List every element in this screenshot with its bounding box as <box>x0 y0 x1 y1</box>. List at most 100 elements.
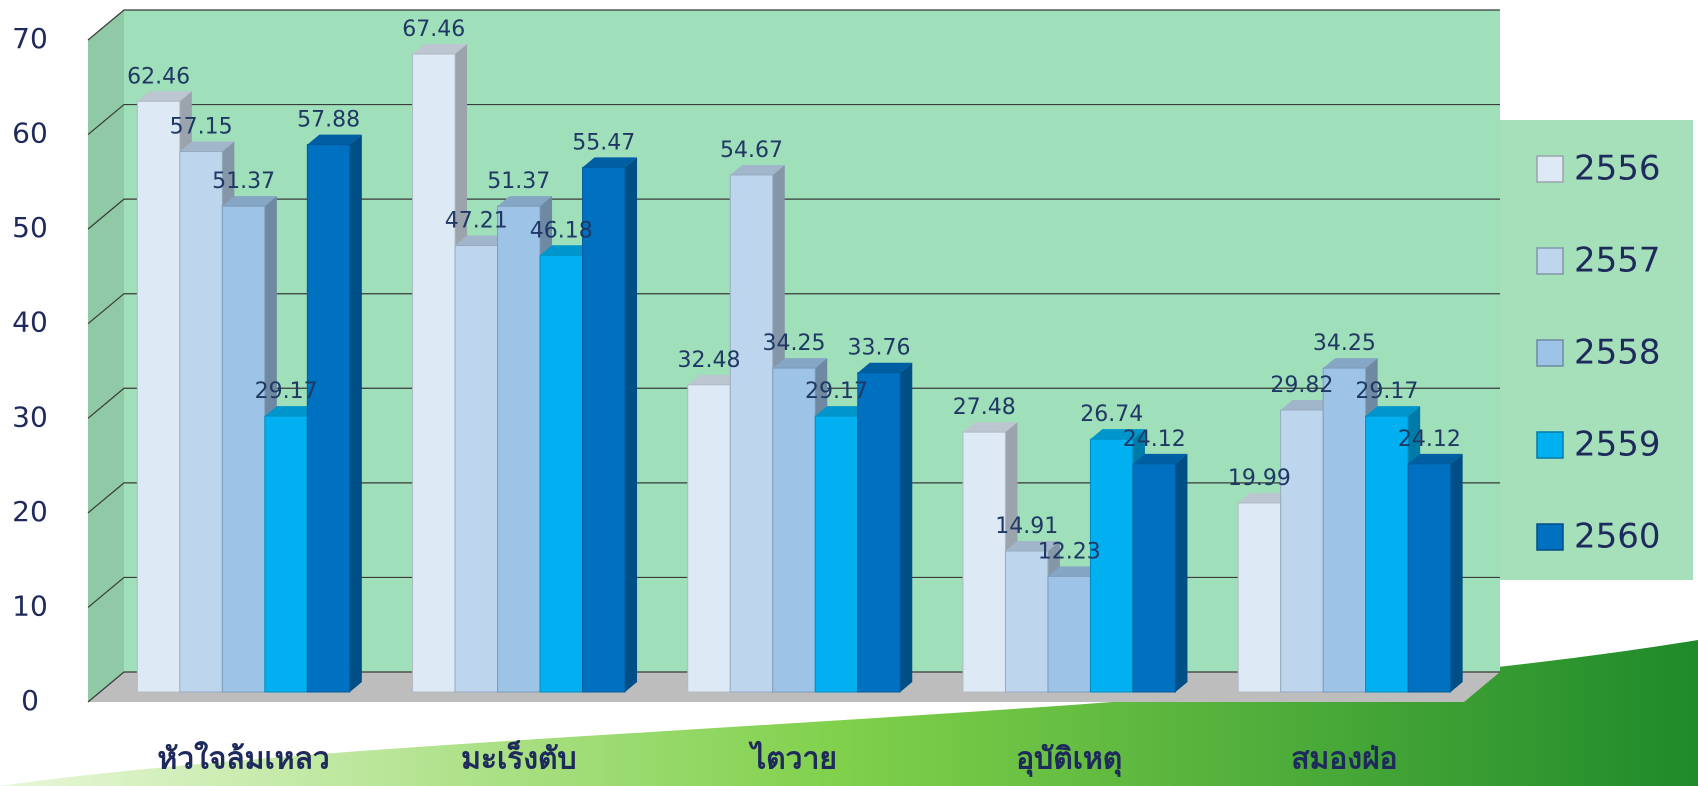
value-label: 55.47 <box>572 130 635 155</box>
y-tick-label: 10 <box>12 589 48 622</box>
value-label: 14.91 <box>995 514 1058 539</box>
bar <box>1365 415 1409 693</box>
x-tick-label: ไตวาย <box>748 741 837 777</box>
bar <box>264 415 308 693</box>
grid-line <box>87 103 1500 136</box>
bar-top <box>772 358 828 369</box>
bar-top <box>264 406 320 417</box>
bar-top <box>179 141 235 152</box>
y-tick-label: 40 <box>12 306 48 339</box>
legend-swatch <box>1536 339 1564 367</box>
value-label: 62.46 <box>127 64 190 89</box>
bar <box>1004 550 1049 693</box>
x-tick-label: มะเร็งตับ <box>461 740 576 777</box>
x-tick-label: อุบัติเหตุ <box>1016 742 1122 778</box>
bar-top <box>1238 492 1293 503</box>
legend-swatch <box>1536 247 1564 275</box>
value-label: 51.37 <box>212 169 275 194</box>
bar-top <box>412 44 468 55</box>
grid-line <box>87 482 1500 514</box>
x-tick-label: หัวใจล้มเหลว <box>157 741 329 777</box>
bar-top <box>815 406 870 417</box>
bar-top <box>1280 399 1336 410</box>
y-tick-label: 60 <box>12 117 48 150</box>
legend-label: 2557 <box>1574 241 1661 281</box>
bar-side <box>900 362 913 692</box>
value-label: 19.99 <box>1228 466 1291 491</box>
bar <box>539 254 584 693</box>
bar <box>814 415 859 693</box>
value-label: 29.17 <box>1355 379 1418 404</box>
bar-top <box>730 164 785 175</box>
bar-top <box>497 196 553 207</box>
background-swoosh <box>0 640 1698 786</box>
value-label: 29.17 <box>805 379 868 404</box>
y-tick-label: 50 <box>12 211 48 244</box>
value-label: 33.76 <box>848 336 911 361</box>
bar-top <box>687 374 743 385</box>
value-label: 54.67 <box>720 138 783 163</box>
bar <box>729 174 774 693</box>
bar <box>497 205 541 693</box>
value-label: 47.21 <box>445 209 508 234</box>
bar-top <box>540 245 595 256</box>
bar-top <box>307 134 362 145</box>
bar-top <box>962 422 1018 433</box>
value-label: 46.18 <box>530 218 593 243</box>
value-label: 57.88 <box>297 108 360 133</box>
value-label: 57.15 <box>170 115 233 140</box>
bar <box>1047 575 1091 693</box>
bar-top <box>857 362 913 373</box>
bar-side <box>625 157 638 692</box>
bar-side <box>1175 453 1188 692</box>
value-label: 29.17 <box>255 379 318 404</box>
grid-line <box>87 198 1500 230</box>
legend-swatch <box>1536 431 1564 459</box>
y-tick-label: 70 <box>12 22 48 55</box>
side-wall <box>88 10 124 702</box>
legend-swatch <box>1536 523 1564 551</box>
value-label: 67.46 <box>402 17 465 42</box>
bar <box>179 151 223 693</box>
bar <box>1407 463 1452 693</box>
bar <box>962 431 1006 693</box>
legend-label: 2558 <box>1574 333 1661 373</box>
legend-label: 2560 <box>1574 517 1661 557</box>
y-tick-label: 20 <box>12 495 48 528</box>
value-label: 34.25 <box>763 331 826 356</box>
bar <box>306 144 351 693</box>
bar-top <box>222 196 277 207</box>
grid-line <box>87 9 1500 41</box>
value-label: 24.12 <box>1398 427 1461 452</box>
bar-top <box>455 235 510 246</box>
bar-top <box>1047 566 1103 577</box>
bar-top <box>1408 453 1463 464</box>
value-label: 26.74 <box>1080 402 1143 427</box>
value-label: 29.82 <box>1270 373 1333 398</box>
bar <box>1089 438 1134 693</box>
bar-top <box>1005 540 1060 551</box>
bar <box>1132 463 1176 693</box>
bar <box>1237 502 1282 693</box>
value-label: 51.37 <box>487 169 550 194</box>
bar <box>1322 367 1367 693</box>
y-tick-label: 0 <box>21 684 39 717</box>
bar-top <box>1365 406 1421 417</box>
legend-box <box>1495 120 1693 580</box>
bar <box>687 384 731 693</box>
grid-line <box>87 387 1500 419</box>
bar <box>221 205 266 693</box>
bar-side <box>349 134 362 692</box>
legend-label: 2556 <box>1574 149 1661 189</box>
bar <box>136 100 181 693</box>
value-label: 34.25 <box>1313 331 1376 356</box>
bar-top <box>137 91 192 102</box>
bar <box>454 245 499 693</box>
value-label: 27.48 <box>953 395 1016 420</box>
bar <box>772 367 816 693</box>
bar-top <box>1090 429 1145 440</box>
grid-line <box>87 293 1500 325</box>
y-tick-label: 30 <box>12 400 48 433</box>
bar-top <box>1323 358 1378 369</box>
